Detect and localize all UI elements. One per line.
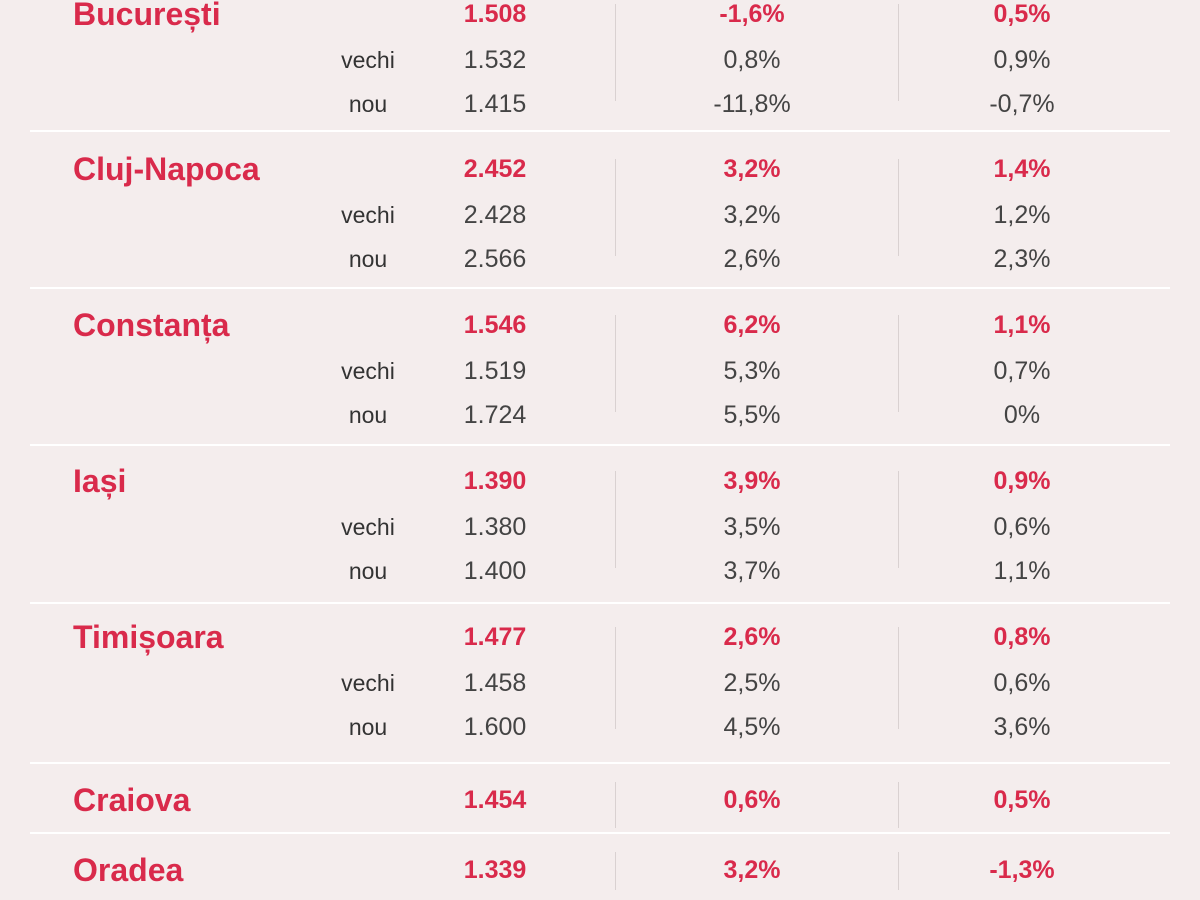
main-change-1: 3,2% [723, 856, 781, 884]
row-price: 1.519 [463, 357, 527, 385]
column-separator [615, 782, 616, 828]
city-name: Iași [73, 463, 127, 499]
column-separator [615, 4, 616, 101]
row-price: 1.532 [463, 46, 527, 74]
column-separator [898, 852, 899, 890]
main-price: 1.454 [463, 786, 527, 814]
row-type-label: vechi [341, 202, 395, 228]
column-separator [898, 4, 899, 101]
column-separator [898, 471, 899, 568]
row-type-label: vechi [341, 670, 395, 696]
row-price: 1.415 [463, 90, 527, 118]
column-separator [898, 627, 899, 729]
column-separator [615, 159, 616, 256]
main-change-2: 0,9% [993, 467, 1051, 495]
row-change-1: 3,7% [723, 557, 781, 585]
row-change-2: 0,6% [993, 513, 1051, 541]
row-divider [30, 602, 1170, 604]
row-change-2: 0,7% [993, 357, 1051, 385]
row-change-1: 3,2% [723, 201, 781, 229]
row-type-label: nou [348, 558, 388, 584]
main-change-2: 1,1% [993, 311, 1051, 339]
row-change-1: 2,6% [723, 245, 781, 273]
main-price: 1.477 [463, 623, 527, 651]
row-type-label: nou [348, 402, 388, 428]
row-change-2: 1,1% [993, 557, 1051, 585]
row-price: 1.724 [463, 401, 527, 429]
row-price: 2.566 [463, 245, 527, 273]
row-change-1: 2,5% [723, 669, 781, 697]
row-change-2: 2,3% [993, 245, 1051, 273]
row-divider [30, 130, 1170, 132]
column-separator [615, 471, 616, 568]
row-divider [30, 287, 1170, 289]
column-separator [615, 852, 616, 890]
row-change-2: 0% [1003, 401, 1041, 429]
row-change-1: 4,5% [723, 713, 781, 741]
row-price: 2.428 [463, 201, 527, 229]
row-type-label: vechi [341, 514, 395, 540]
row-type-label: nou [348, 714, 388, 740]
row-divider [30, 762, 1170, 764]
row-type-label: vechi [341, 358, 395, 384]
main-change-1: 0,6% [723, 786, 781, 814]
city-name: Cluj-Napoca [73, 151, 260, 187]
row-divider [30, 444, 1170, 446]
row-change-1: 5,3% [723, 357, 781, 385]
city-name: Constanța [73, 307, 230, 343]
main-change-1: 2,6% [723, 623, 781, 651]
main-price: 1.508 [463, 0, 527, 28]
row-change-1: 0,8% [723, 46, 781, 74]
row-type-label: vechi [341, 47, 395, 73]
row-change-2: 3,6% [993, 713, 1051, 741]
column-separator [615, 627, 616, 729]
main-change-1: 3,9% [723, 467, 781, 495]
main-price: 1.390 [463, 467, 527, 495]
city-name: Craiova [73, 782, 191, 818]
row-change-1: -11,8% [713, 90, 791, 118]
row-change-2: 0,9% [993, 46, 1051, 74]
row-change-1: 5,5% [723, 401, 781, 429]
main-change-2: 1,4% [993, 155, 1051, 183]
main-change-2: 0,5% [993, 0, 1051, 28]
city-name: Timișoara [73, 619, 224, 655]
row-change-2: 1,2% [993, 201, 1051, 229]
main-price: 1.546 [463, 311, 527, 339]
column-separator [898, 782, 899, 828]
row-price: 1.380 [463, 513, 527, 541]
column-separator [898, 159, 899, 256]
row-price: 1.600 [463, 713, 527, 741]
main-price: 1.339 [463, 856, 527, 884]
main-change-2: -1,3% [989, 856, 1055, 884]
row-change-2: 0,6% [993, 669, 1051, 697]
row-change-2: -0,7% [989, 90, 1055, 118]
main-change-2: 0,5% [993, 786, 1051, 814]
column-separator [615, 315, 616, 412]
row-change-1: 3,5% [723, 513, 781, 541]
main-change-2: 0,8% [993, 623, 1051, 651]
main-change-1: -1,6% [719, 0, 785, 28]
row-price: 1.458 [463, 669, 527, 697]
row-type-label: nou [348, 246, 388, 272]
city-name: București [73, 0, 221, 32]
city-name: Oradea [73, 852, 184, 888]
main-change-1: 3,2% [723, 155, 781, 183]
main-change-1: 6,2% [723, 311, 781, 339]
main-price: 2.452 [463, 155, 527, 183]
row-type-label: nou [348, 91, 388, 117]
column-separator [898, 315, 899, 412]
row-price: 1.400 [463, 557, 527, 585]
row-divider [30, 832, 1170, 834]
